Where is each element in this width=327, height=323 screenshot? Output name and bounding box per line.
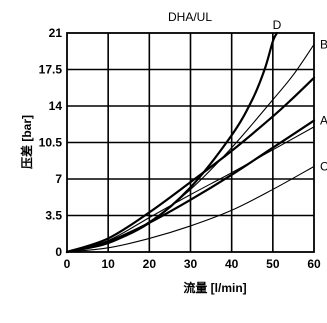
series-curve-unlabeled-4 [66,126,315,253]
x-tick-label: 0 [64,257,71,271]
x-tick-label: 30 [184,257,198,271]
x-tick-label: 10 [101,257,115,271]
x-tick-label: 50 [266,257,280,271]
series-curves [65,31,316,254]
series-curve-a [65,119,316,254]
y-tick-label: 0 [55,245,62,259]
x-axis-label: 流量 [l/min] [183,280,246,295]
y-tick-label: 7 [55,172,62,186]
y-axis-ticks: 0 3.5 7 10.5 14 17.5 21 [39,26,63,259]
y-tick-label: 21 [49,26,63,40]
y-tick-label: 10.5 [39,136,63,150]
plot-frame [66,32,315,253]
y-tick-label: 14 [49,99,63,113]
series-label-c: C [320,159,327,173]
series-label-b: B [320,37,327,51]
series-curve-c [66,165,315,253]
chart-grid [67,33,314,252]
series-curve-b [66,43,315,253]
series-labels: D B A C [273,18,327,173]
chart-title: DHA/UL [168,10,212,24]
y-tick-label: 17.5 [39,63,63,77]
x-tick-label: 40 [225,257,239,271]
y-tick-label: 3.5 [45,209,62,223]
series-curve-unlabeled-2 [65,76,316,254]
series-label-a: A [320,114,327,128]
x-tick-label: 20 [143,257,157,271]
y-axis-label: 压差 [bar] [19,115,34,169]
series-label-d: D [273,18,282,32]
x-tick-label: 60 [307,257,321,271]
x-axis-ticks: 0 10 20 30 40 50 60 [64,257,321,271]
